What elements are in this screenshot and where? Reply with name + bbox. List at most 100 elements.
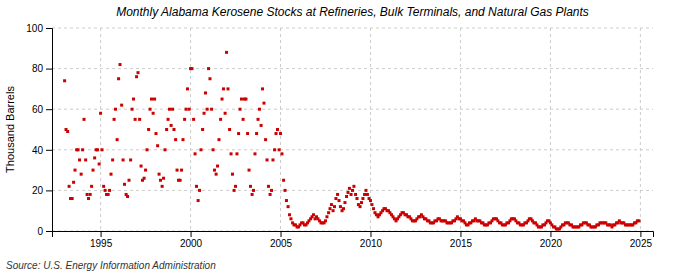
point: [252, 189, 255, 192]
point: [249, 185, 252, 188]
y-tick: 40: [32, 145, 52, 156]
point: [174, 138, 177, 141]
point: [149, 108, 152, 111]
x-tick-mark: [640, 231, 641, 237]
x-tick: 2020: [540, 231, 563, 249]
x-tick-label: 2010: [360, 238, 383, 249]
point: [284, 189, 287, 192]
point: [78, 158, 81, 161]
point: [347, 191, 350, 194]
y-tick-label: 20: [32, 185, 44, 196]
point: [93, 156, 96, 159]
point: [99, 112, 102, 115]
point: [195, 185, 198, 188]
point: [84, 158, 87, 161]
point: [165, 128, 168, 131]
point: [258, 108, 261, 111]
point: [325, 215, 328, 218]
point: [327, 211, 330, 214]
point: [185, 108, 188, 111]
point: [276, 128, 279, 131]
point: [153, 98, 156, 101]
plot-area: 1995200020052010201520202025020406080100: [26, 23, 653, 249]
grid-line: [280, 28, 281, 231]
point: [77, 148, 80, 151]
point: [194, 152, 197, 155]
point: [128, 179, 131, 182]
point: [372, 207, 375, 210]
point: [226, 87, 229, 90]
point: [264, 138, 267, 141]
point: [180, 169, 183, 172]
point: [190, 67, 193, 70]
point: [266, 158, 269, 161]
y-tick: 100: [26, 23, 52, 34]
point: [237, 132, 240, 135]
point: [280, 152, 283, 155]
point: [146, 148, 149, 151]
point: [366, 193, 369, 196]
y-tick-mark: [46, 150, 52, 151]
point: [144, 169, 147, 172]
y-tick: 80: [32, 63, 52, 74]
point: [221, 98, 224, 101]
point: [354, 193, 357, 196]
x-tick-label: 2025: [630, 238, 653, 249]
grid-line: [190, 28, 191, 231]
point: [135, 75, 138, 78]
y-tick: 0: [37, 226, 52, 237]
point: [338, 199, 341, 202]
point: [143, 177, 146, 180]
point: [285, 199, 288, 202]
grid-line: [460, 28, 461, 231]
point: [257, 118, 260, 121]
point: [155, 132, 158, 135]
point: [207, 67, 210, 70]
points: [63, 51, 640, 231]
point: [132, 98, 135, 101]
point: [361, 197, 364, 200]
y-tick-mark: [46, 109, 52, 110]
point: [333, 205, 336, 208]
point: [113, 118, 116, 121]
point: [123, 183, 126, 186]
point: [104, 189, 107, 192]
y-axis-title: Thousand Barrels: [4, 86, 16, 173]
point: [102, 185, 105, 188]
point: [164, 148, 167, 151]
point: [324, 219, 327, 222]
grid-line: [640, 28, 641, 231]
point: [107, 193, 110, 196]
point: [86, 193, 89, 196]
point: [126, 195, 129, 198]
point: [262, 102, 265, 105]
y-tick-label: 80: [32, 63, 44, 74]
title: Monthly Alabama Kerosene Stocks at Refin…: [116, 5, 589, 19]
point: [159, 179, 162, 182]
x-tick-label: 2000: [180, 238, 203, 249]
point: [336, 193, 339, 196]
point: [224, 112, 227, 115]
y-tick-mark: [46, 28, 52, 29]
point: [81, 148, 84, 151]
chart: 1995200020052010201520202025020406080100…: [0, 0, 675, 275]
x-tick-label: 2020: [540, 238, 563, 249]
point: [269, 193, 272, 196]
point: [271, 158, 274, 161]
point: [96, 148, 99, 151]
x-tick-mark: [191, 231, 192, 237]
point: [110, 173, 113, 176]
point: [278, 148, 281, 151]
point: [198, 189, 201, 192]
point: [261, 87, 264, 90]
y-tick-label: 40: [32, 145, 44, 156]
point: [230, 152, 233, 155]
y-tick-label: 0: [37, 226, 43, 237]
point: [246, 132, 249, 135]
x-tick: 2025: [630, 231, 653, 249]
point: [131, 108, 134, 111]
point: [129, 158, 132, 161]
point: [108, 189, 111, 192]
x-tick: 2005: [270, 231, 293, 249]
y-tick: 20: [32, 185, 52, 196]
